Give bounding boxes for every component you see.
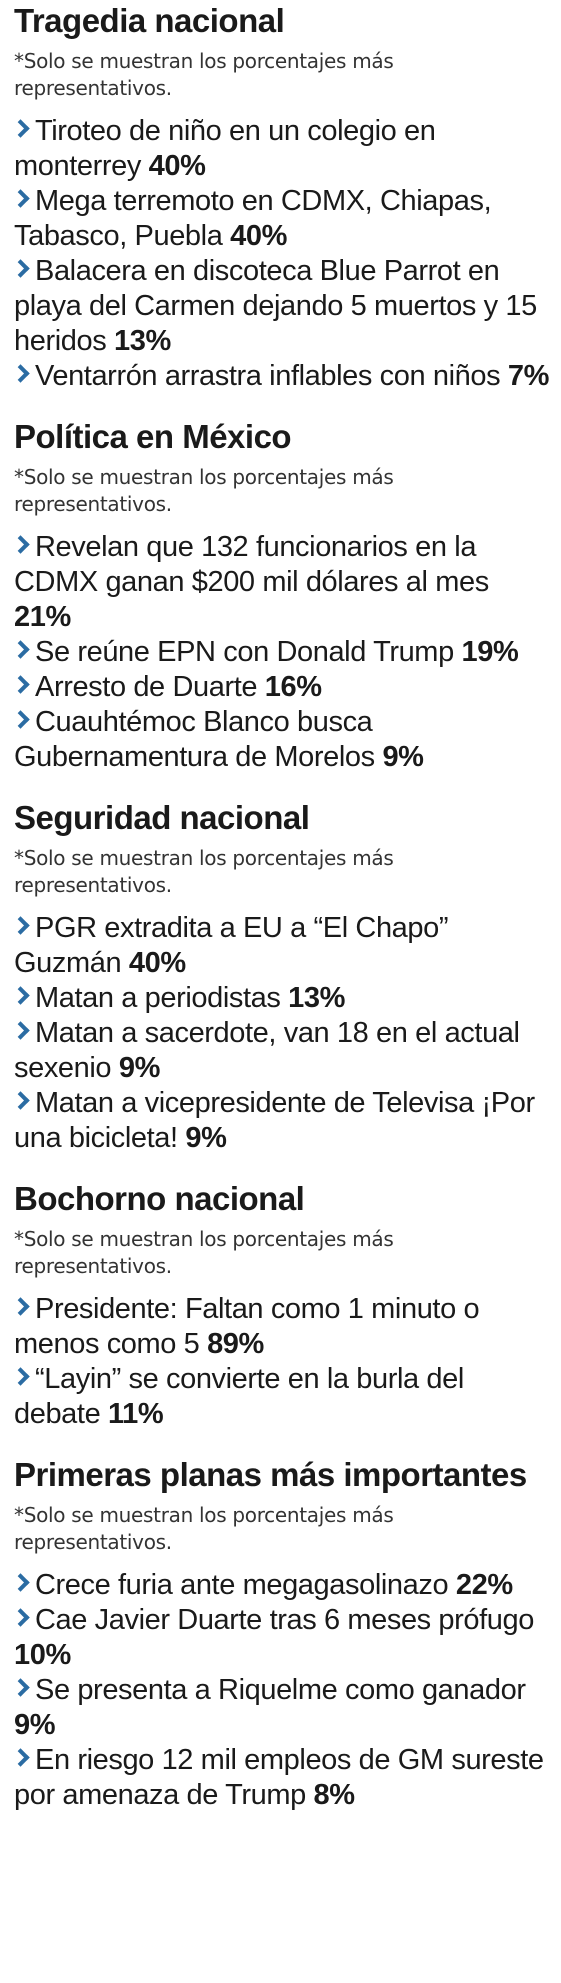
chevron-icon — [11, 1091, 30, 1110]
section-title: Primeras planas más importantes — [14, 1456, 527, 1493]
item: En riesgo 12 mil empleos de GM sureste p… — [11, 1743, 553, 1813]
chevron-icon — [11, 1748, 30, 1767]
chevron-icon — [11, 1573, 30, 1592]
item-text: Tiroteo de niño en un colegio en monterr… — [14, 115, 436, 182]
item-text: Matan a periodistas — [35, 982, 281, 1014]
item-text: Se presenta a Riquelme como ganador — [35, 1674, 526, 1706]
section: Primeras planas más importantes *Solo se … — [11, 1454, 553, 1813]
section: Seguridad nacional *Solo se muestran los … — [11, 797, 553, 1156]
chevron-icon — [11, 259, 30, 278]
item: Arresto de Duarte 16% — [11, 670, 553, 705]
item: “Layin” se convierte en la burla del deb… — [11, 1362, 553, 1432]
item-percent: 9% — [14, 1709, 56, 1741]
item: Balacera en discoteca Blue Parrot en pla… — [11, 254, 553, 359]
item-text: Presidente: Faltan como 1 minuto o menos… — [14, 1293, 480, 1360]
chevron-icon — [11, 535, 30, 554]
item-percent: 40% — [148, 150, 206, 182]
item: Presidente: Faltan como 1 minuto o menos… — [11, 1292, 553, 1362]
item: PGR extradita a EU a “El Chapo” Guzmán 4… — [11, 911, 553, 981]
chevron-icon — [11, 1367, 30, 1386]
section-title: Tragedia nacional — [14, 2, 285, 39]
item-text: Revelan que 132 funcionarios en la CDMX … — [14, 531, 489, 598]
item-percent: 9% — [382, 741, 424, 773]
section-note: *Solo se muestran los porcentajes más re… — [14, 465, 394, 516]
item: Mega terremoto en CDMX, Chiapas, Tabasco… — [11, 184, 553, 254]
section-note: *Solo se muestran los porcentajes más re… — [14, 1503, 394, 1554]
item-text: Balacera en discoteca Blue Parrot en pla… — [14, 255, 537, 357]
item-text: Cuauhtémoc Blanco busca Gubernamentura d… — [14, 706, 375, 773]
chevron-icon — [11, 1297, 30, 1316]
item: Revelan que 132 funcionarios en la CDMX … — [11, 530, 553, 635]
item: Se presenta a Riquelme como ganador 9% — [11, 1673, 553, 1743]
chevron-icon — [11, 189, 30, 208]
item-text: “Layin” se convierte en la burla del deb… — [14, 1363, 464, 1430]
chevron-icon — [11, 1021, 30, 1040]
item: Matan a vicepresidente de Televisa ¡Por … — [11, 1086, 553, 1156]
item-text: Se reúne EPN con Donald Trump — [35, 636, 454, 668]
section-note: *Solo se muestran los porcentajes más re… — [14, 49, 394, 100]
section-note: *Solo se muestran los porcentajes más re… — [14, 846, 394, 897]
chevron-icon — [11, 710, 30, 729]
item: Ventarrón arrastra inflables con niños 7… — [11, 359, 553, 394]
item-percent: 13% — [288, 982, 346, 1014]
item-percent: 21% — [14, 601, 71, 633]
item-text: PGR extradita a EU a “El Chapo” Guzmán — [14, 912, 449, 979]
item-text: Ventarrón arrastra inflables con niños — [35, 360, 501, 392]
chevron-icon — [11, 1678, 30, 1697]
chevron-icon — [11, 675, 30, 694]
item-percent: 7% — [507, 360, 550, 392]
item-text: Arresto de Duarte — [35, 671, 258, 703]
item: Tiroteo de niño en un colegio en monterr… — [11, 114, 553, 184]
item-percent: 89% — [207, 1328, 264, 1360]
chevron-icon — [11, 1608, 30, 1627]
section-title: Bochorno nacional — [14, 1180, 305, 1217]
item: Cae Javier Duarte tras 6 meses prófugo 1… — [11, 1603, 553, 1673]
item-text: Matan a vicepresidente de Televisa ¡Por … — [14, 1087, 535, 1154]
section: Tragedia nacional *Solo se muestran los p… — [11, 0, 553, 394]
item-percent: 19% — [461, 636, 519, 668]
item-text: Matan a sacerdote, van 18 en el actual s… — [14, 1017, 520, 1084]
item-percent: 22% — [455, 1569, 513, 1601]
item-text: En riesgo 12 mil empleos de GM sureste p… — [14, 1744, 544, 1811]
section-title: Seguridad nacional — [14, 799, 310, 836]
item-text: Cae Javier Duarte tras 6 meses prófugo — [35, 1604, 534, 1636]
item-percent: 9% — [118, 1052, 161, 1084]
item: Se reúne EPN con Donald Trump 19% — [11, 635, 553, 670]
item-percent: 10% — [14, 1639, 71, 1671]
chevron-icon — [11, 119, 30, 138]
chevron-icon — [11, 986, 30, 1005]
item-percent: 16% — [264, 671, 322, 703]
section: Bochorno nacional *Solo se muestran los p… — [11, 1178, 553, 1432]
item: Matan a sacerdote, van 18 en el actual s… — [11, 1016, 553, 1086]
item-percent: 13% — [114, 325, 171, 357]
item: Cuauhtémoc Blanco busca Gubernamentura d… — [11, 705, 553, 775]
section-title: Política en México — [14, 418, 292, 455]
item: Matan a periodistas 13% — [11, 981, 553, 1016]
item-percent: 9% — [185, 1122, 227, 1154]
chevron-icon — [11, 916, 30, 935]
item: Crece furia ante megagasolinazo 22% — [11, 1568, 553, 1603]
section-note: *Solo se muestran los porcentajes más re… — [14, 1227, 394, 1278]
chevron-icon — [11, 640, 30, 659]
item-text: Crece furia ante megagasolinazo — [35, 1569, 449, 1601]
item-percent: 40% — [128, 947, 186, 979]
item-percent: 40% — [230, 220, 287, 252]
item-percent: 11% — [107, 1398, 164, 1430]
item-percent: 8% — [313, 1779, 356, 1811]
chevron-icon — [11, 364, 30, 383]
item-text: Mega terremoto en CDMX, Chiapas, Tabasco… — [14, 185, 492, 252]
section: Política en México *Solo se muestran los … — [11, 416, 553, 775]
